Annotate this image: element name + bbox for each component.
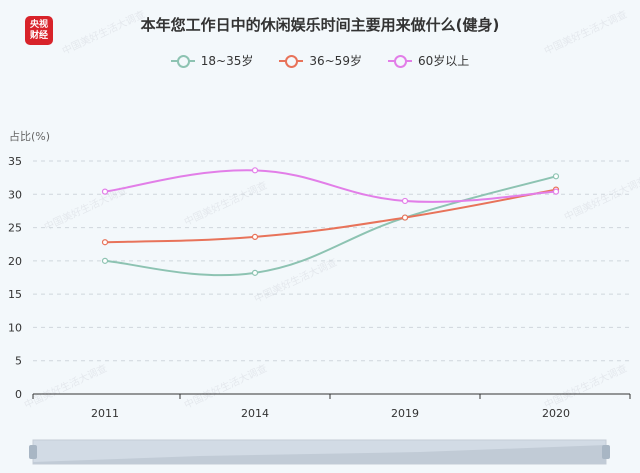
legend-swatch-18-35 [170,54,195,68]
data-zoom-slider[interactable] [29,439,610,465]
series-line-2 [104,169,557,203]
x-tick-label: 2011 [91,407,119,420]
y-tick-label: 0 [15,388,22,401]
data-point[interactable] [552,173,560,180]
legend-swatch-60-plus [387,54,412,68]
legend-item-36-59[interactable]: 36~59岁 [279,52,362,69]
zoom-handle-left[interactable] [29,445,37,459]
chart-title: 本年您工作日中的休闲娱乐时间主要用来做什么(健身) [140,16,500,34]
series-lines [101,167,560,277]
legend-item-18-35[interactable]: 18~35岁 [170,52,254,69]
y-tick-label: 15 [8,288,22,301]
data-point[interactable] [401,197,409,205]
x-tick-label: 2020 [542,407,570,420]
x-axis: 2011 2014 2019 2020 [32,393,631,420]
series-line-0 [104,175,557,277]
legend-item-60-plus[interactable]: 60岁以上 [387,52,470,69]
y-tick-label: 30 [8,188,22,201]
chart-legend: 18~35岁 36~59岁 60岁以上 [0,52,640,69]
legend-swatch-36-59 [279,54,304,68]
legend-label-36-59: 36~59岁 [309,54,362,68]
data-point[interactable] [101,188,109,195]
data-point[interactable] [101,257,109,264]
data-point[interactable] [401,214,409,221]
y-axis-ticks: 0 5 10 15 20 25 30 35 [8,155,22,401]
data-point[interactable] [251,269,259,276]
y-tick-label: 25 [8,222,22,235]
y-tick-label: 20 [8,255,22,268]
logo-text-line1: 央视 [29,19,48,30]
x-tick-label: 2019 [391,407,419,420]
cctv-finance-logo: 央视 财经 [25,16,53,45]
zoom-slider-preview [33,445,606,464]
data-point[interactable] [251,233,259,240]
data-point[interactable] [251,167,259,174]
legend-label-18-35: 18~35岁 [200,54,254,68]
legend-label-60-plus: 60岁以上 [417,54,470,68]
y-tick-label: 10 [8,321,22,334]
logo-text-line2: 财经 [29,30,48,41]
y-tick-label: 5 [15,355,22,368]
zoom-handle-right[interactable] [602,445,610,459]
grid-lines [33,160,630,362]
x-tick-label: 2014 [241,407,269,420]
data-point[interactable] [552,188,560,195]
y-axis-label: 占比(%) [9,129,50,143]
series-line-1 [104,188,557,244]
y-tick-label: 35 [8,155,22,168]
data-point[interactable] [101,239,109,246]
